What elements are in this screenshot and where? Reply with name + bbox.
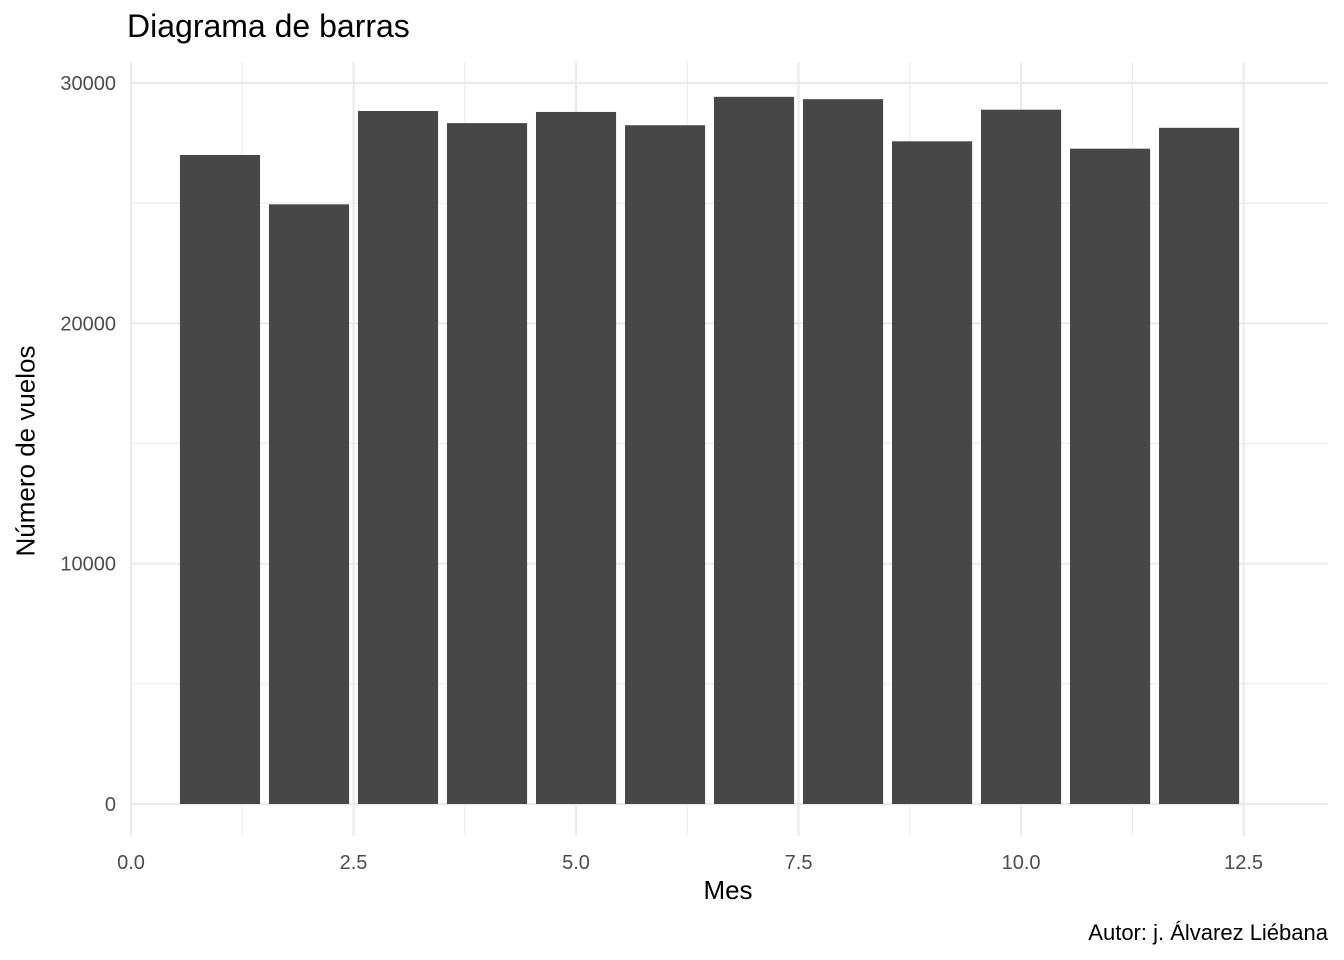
y-tick-label: 0	[105, 794, 116, 816]
x-axis-ticks: 0.0 2.5 5.0 7.5 10.0 12.5	[117, 852, 1263, 874]
bar-2	[268, 204, 350, 804]
bar-8	[802, 99, 884, 804]
bar-4	[446, 123, 528, 804]
x-tick-label: 10.0	[1002, 852, 1041, 874]
x-tick-label: 12.5	[1224, 852, 1263, 874]
bar-11	[1070, 148, 1151, 805]
y-tick-label: 30000	[60, 73, 116, 95]
bar-12	[1159, 127, 1240, 805]
x-tick-label: 0.0	[117, 852, 145, 874]
y-axis-label: Número de vuelos	[10, 345, 41, 557]
bar-5	[535, 111, 617, 804]
bar-7	[713, 96, 795, 805]
y-axis-ticks: 0 10000 20000 30000	[60, 73, 116, 816]
y-tick-label: 10000	[60, 554, 116, 576]
x-axis-label: Mes	[703, 875, 753, 905]
x-tick-label: 5.0	[562, 852, 590, 874]
bar-6	[624, 125, 706, 805]
bar-10	[981, 109, 1062, 804]
x-tick-label: 7.5	[785, 852, 813, 874]
chart-title: Diagrama de barras	[127, 8, 410, 44]
bars	[179, 96, 1240, 805]
bar-1	[179, 155, 261, 805]
bar-9	[892, 141, 973, 804]
bar-3	[357, 111, 439, 804]
y-tick-label: 20000	[60, 313, 116, 335]
chart-caption: Autor: j. Álvarez Liébana	[1088, 920, 1328, 945]
x-tick-label: 2.5	[340, 852, 368, 874]
